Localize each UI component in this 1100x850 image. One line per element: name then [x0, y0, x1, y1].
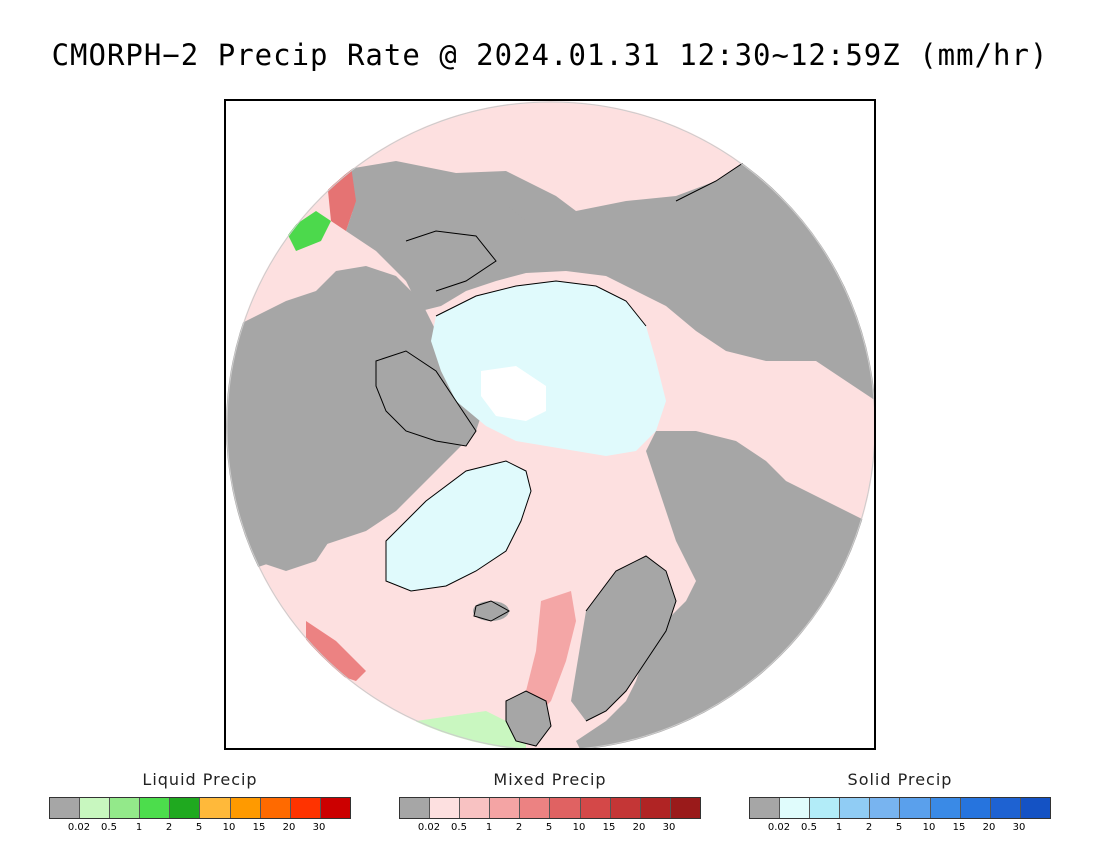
legend-tick-label: 30	[662, 822, 676, 833]
legend-tick-label: 5	[195, 822, 203, 833]
legend-tick-label: 0.02	[67, 822, 91, 833]
legend-swatch	[840, 798, 871, 818]
land-alaska	[346, 181, 546, 291]
legend-bar	[749, 797, 1051, 819]
legend-swatch	[520, 798, 551, 818]
legend-tick-label: 20	[632, 822, 646, 833]
legend-tick-label: 30	[312, 822, 326, 833]
legend-ticks: 0.02 0.5 1 2 5 10 15 20 30	[49, 819, 349, 833]
land-uk	[506, 691, 551, 746]
legend-swatch	[260, 798, 291, 818]
legend-tick-label: 1	[835, 822, 843, 833]
legend-tick-label: 15	[602, 822, 616, 833]
legend-swatch	[900, 798, 931, 818]
legend-tick-label: 30	[1012, 822, 1026, 833]
legend-swatch	[290, 798, 321, 818]
legend-swatch	[140, 798, 171, 818]
land-labrador	[256, 491, 336, 571]
legend-title: Liquid Precip	[142, 770, 258, 789]
legend-swatch	[750, 798, 781, 818]
legend-swatch	[580, 798, 611, 818]
legend-swatch	[230, 798, 261, 818]
legend-swatch	[320, 798, 350, 818]
legend-liquid: Liquid Precip 0.02 0.5 1 2 5 10 15 20 30	[49, 770, 351, 833]
legend-tick-label: 1	[135, 822, 143, 833]
no-data-pole	[481, 366, 546, 421]
legend-tick-label: 0.5	[101, 822, 117, 833]
legend-tick-label: 0.02	[767, 822, 791, 833]
legend-bar	[49, 797, 351, 819]
legend-swatch	[110, 798, 141, 818]
legend-title: Mixed Precip	[493, 770, 607, 789]
solid-precip-arctic	[431, 281, 666, 456]
liquid-precip-atlantic	[416, 711, 526, 748]
legend-ticks: 0.02 0.5 1 2 5 10 15 20 30	[749, 819, 1049, 833]
legend-tick-label: 2	[865, 822, 873, 833]
legend-mixed: Mixed Precip 0.02 0.5 1 2 5 10 15 20 30	[399, 770, 701, 833]
legend-tick-label: 10	[922, 822, 936, 833]
legend-swatch	[50, 798, 81, 818]
legend-swatch	[960, 798, 991, 818]
legend-tick-label: 10	[572, 822, 586, 833]
polar-map	[226, 101, 874, 748]
legend-tick-label: 5	[895, 822, 903, 833]
legend-tick-label: 0.5	[451, 822, 467, 833]
liquid-precip-pacific	[286, 211, 331, 251]
legend-tick-label: 0.02	[417, 822, 441, 833]
legend-tick-label: 0.5	[801, 822, 817, 833]
legend-swatch	[550, 798, 581, 818]
legend-title: Solid Precip	[847, 770, 953, 789]
legend-solid: Solid Precip 0.02 0.5 1 2 5 10 15 20 30	[749, 770, 1051, 833]
legend-swatch	[610, 798, 641, 818]
legend-tick-label: 1	[485, 822, 493, 833]
legend-swatch	[490, 798, 521, 818]
legend-tick-label: 20	[282, 822, 296, 833]
legend-tick-label: 15	[252, 822, 266, 833]
coastlines	[375, 160, 827, 747]
land-iceland	[473, 601, 509, 621]
map-frame	[224, 99, 876, 750]
legend-swatch	[200, 798, 231, 818]
legend-tick-label: 20	[982, 822, 996, 833]
legend-swatch	[430, 798, 461, 818]
legend-swatch	[780, 798, 811, 818]
legend-tick-label: 2	[165, 822, 173, 833]
legend-tick-label: 15	[952, 822, 966, 833]
legend-swatch	[990, 798, 1021, 818]
legend-bar	[399, 797, 701, 819]
legend-tick-label: 2	[515, 822, 523, 833]
legend-ticks: 0.02 0.5 1 2 5 10 15 20 30	[399, 819, 699, 833]
legend-swatch	[1020, 798, 1050, 818]
legend-swatch	[670, 798, 700, 818]
mixed-precip-norwegian-sea	[526, 591, 576, 721]
legend-swatch	[80, 798, 111, 818]
page-title: CMORPH−2 Precip Rate @ 2024.01.31 12:30~…	[51, 38, 1049, 72]
legend-swatch	[810, 798, 841, 818]
legend-tick-label: 10	[222, 822, 236, 833]
legend-swatch	[400, 798, 431, 818]
legend-swatch	[870, 798, 901, 818]
legend-swatch	[930, 798, 961, 818]
legend-tick-label: 5	[545, 822, 553, 833]
legend-swatch	[460, 798, 491, 818]
land-canadian-archipelago	[376, 351, 476, 446]
legend-swatch	[640, 798, 671, 818]
land-scandinavia	[571, 556, 676, 721]
legend-swatch	[170, 798, 201, 818]
